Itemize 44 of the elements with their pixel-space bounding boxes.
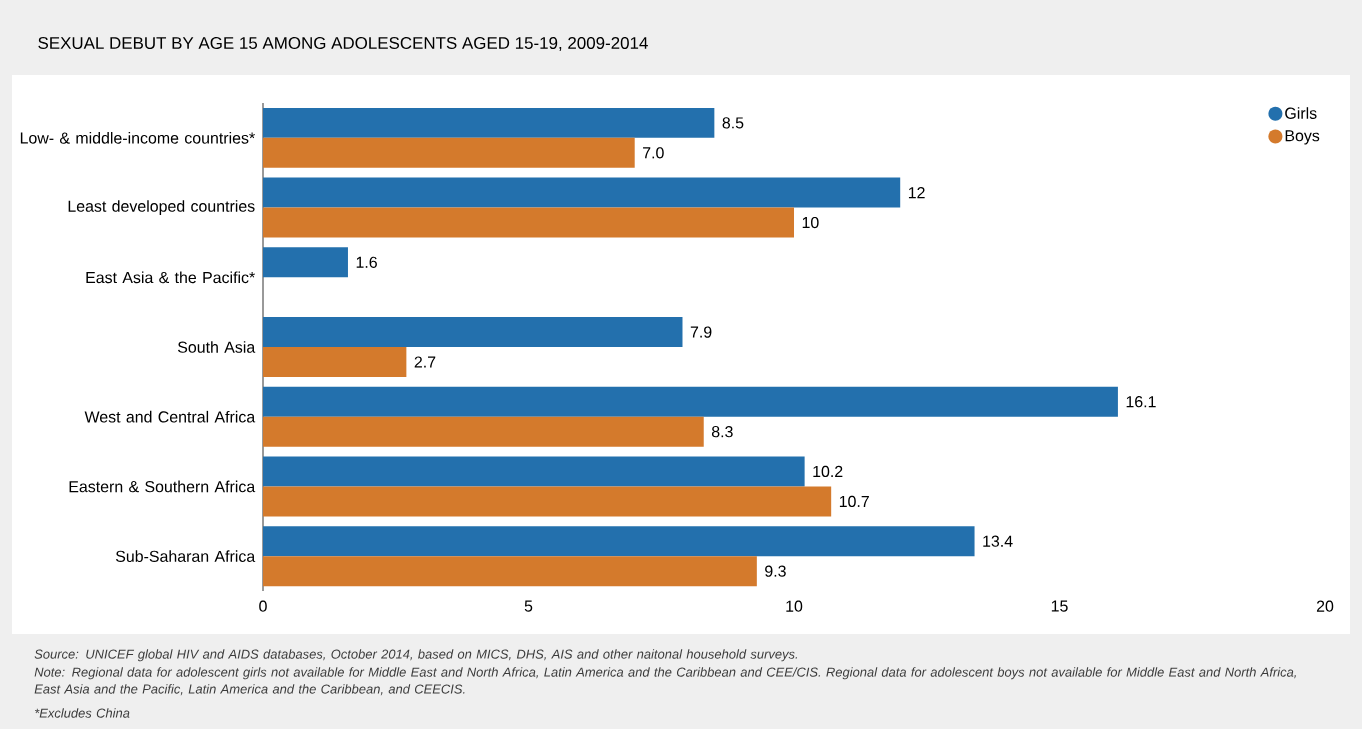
bar xyxy=(263,107,715,138)
legend-label: Boys xyxy=(1285,130,1320,145)
data-label: 13.4 xyxy=(983,535,1013,547)
bar xyxy=(263,137,635,168)
bar xyxy=(263,416,704,447)
bar xyxy=(263,556,757,587)
data-label: 9.3 xyxy=(765,565,786,577)
data-label: 8.5 xyxy=(722,117,744,129)
y-tick-label: Sub-Saharan Africa xyxy=(115,550,256,562)
data-label: 10.2 xyxy=(813,465,843,478)
data-label: 7.9 xyxy=(690,326,712,338)
text: Note: Regional data for adolescent girls not available for Middle East and North Africa, Latin America and the Caribbean and CEE/CIS. Regional data for adolescent boys not available for Middle East and North Africa, East Asia and the Pacific, Latin America and the Caribbean, and CEECIS. xyxy=(34,667,1296,696)
bar xyxy=(263,486,832,517)
bar xyxy=(263,347,407,377)
data-label: 10.7 xyxy=(839,495,869,508)
x-tick-label: 15 xyxy=(1051,600,1068,612)
text: *Excludes China xyxy=(34,708,130,718)
y-tick-label: West and Central Africa xyxy=(84,410,256,423)
data-label: 7.0 xyxy=(643,147,664,159)
data-label: 1.6 xyxy=(356,256,377,268)
source-note: Source: UNICEF global HIV and AIDS databases, October 2014, based on MICS, DHS, AIS and other naitonal household surveys. xyxy=(34,649,798,662)
x-tick-label: 20 xyxy=(1316,600,1334,612)
chart-title: SEXUAL DEBUT BY AGE 15 AMONG ADOLESCENTS AGED 15-19, 2009-2014 xyxy=(38,36,648,51)
x-tick-label: 0 xyxy=(259,600,267,612)
bar xyxy=(263,456,805,487)
y-tick-label: Eastern & Southern Africa xyxy=(69,480,256,493)
data-label: 2.7 xyxy=(414,356,436,368)
data-label: 8.3 xyxy=(711,426,733,438)
data-label: 16.1 xyxy=(1126,396,1156,408)
data-label: 10 xyxy=(802,216,819,229)
y-tick-label: Least developed countries xyxy=(68,200,255,216)
bar xyxy=(263,247,348,278)
y-tick-label: Low- & middle-income countries* xyxy=(20,132,255,144)
x-tick-label: 5 xyxy=(524,600,533,612)
bar xyxy=(263,386,1118,417)
bar xyxy=(263,207,794,238)
data-label: 12 xyxy=(908,187,925,199)
y-tick-label: East Asia & the Pacific* xyxy=(86,271,255,284)
bar xyxy=(263,177,901,208)
y-tick-label: South Asia xyxy=(177,341,256,353)
x-tick-label: 10 xyxy=(786,600,803,612)
bar xyxy=(263,526,975,557)
legend-label: Girls xyxy=(1285,107,1317,119)
bar xyxy=(263,317,683,347)
